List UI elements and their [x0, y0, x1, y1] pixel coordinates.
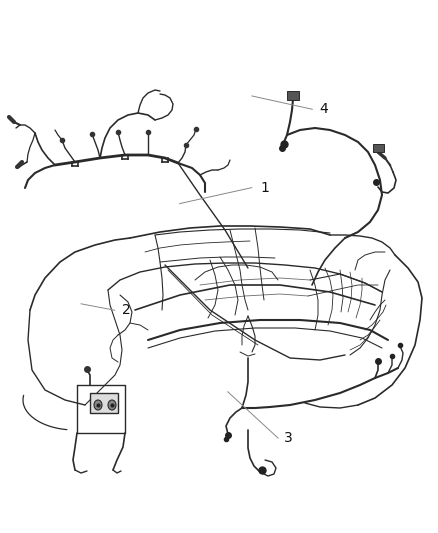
Text: 1: 1 — [261, 181, 269, 195]
Text: 4: 4 — [319, 102, 328, 116]
Bar — [287, 91, 299, 100]
Ellipse shape — [108, 400, 116, 410]
Ellipse shape — [94, 400, 102, 410]
Bar — [90, 393, 118, 413]
Text: 3: 3 — [284, 431, 293, 445]
Bar — [372, 144, 384, 152]
Text: 2: 2 — [122, 303, 131, 317]
